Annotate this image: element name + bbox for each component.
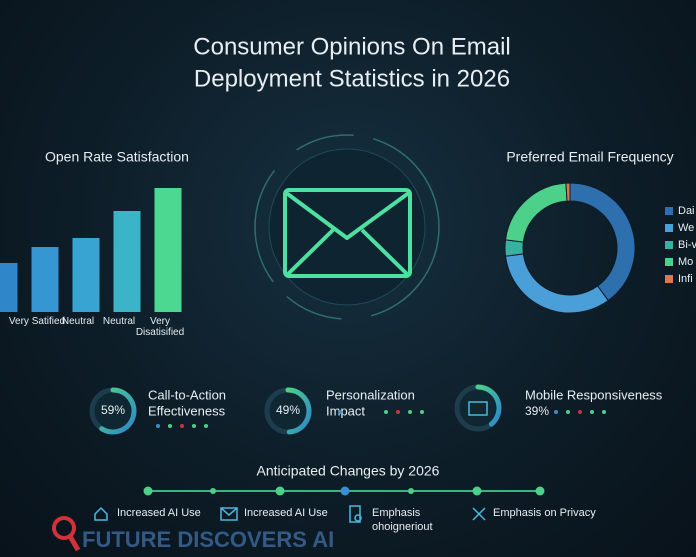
decor-dot — [566, 410, 570, 414]
donut-chart-title: Preferred Email Frequency — [506, 149, 673, 165]
legend-label: Mo — [678, 256, 693, 268]
decor-dot — [420, 410, 424, 414]
bar — [0, 263, 18, 312]
emblem-disc — [268, 148, 426, 306]
legend-swatch — [665, 258, 673, 266]
timeline-title: Anticipated Changes by 2026 — [257, 463, 440, 479]
timeline-nodes — [143, 486, 545, 496]
metric-label: Mobile Responsiveness — [525, 387, 663, 402]
decor-dot — [408, 410, 412, 414]
metric-ring — [285, 387, 312, 435]
timeline-item-label: Increased AI Use — [244, 507, 328, 519]
watermark-icon — [52, 516, 81, 552]
metric-value: 39% — [525, 404, 549, 418]
decor-dot — [590, 410, 594, 414]
bar-category-label: Very Satified — [8, 316, 66, 327]
metric-value: 59% — [101, 403, 125, 417]
bar — [72, 238, 100, 312]
title-line: Consumer Opinions On Email — [193, 33, 510, 60]
bar-category-label: Neutral — [102, 316, 136, 327]
metric-icon — [468, 401, 488, 416]
metric-label: Call-to-Action — [148, 387, 226, 402]
bar — [154, 188, 182, 312]
metric-label: Effectiveness — [148, 403, 226, 418]
envelope-icon — [283, 188, 412, 278]
timeline-icons — [94, 505, 486, 523]
metric-ring — [475, 384, 502, 427]
emblem-ring — [254, 134, 440, 320]
bar — [113, 211, 141, 312]
decor-dot — [192, 424, 196, 428]
donut-segment — [504, 253, 609, 314]
timeline-item-label: ohoigneriout — [372, 521, 433, 533]
legend-swatch — [665, 275, 673, 283]
legend-label: Dai — [678, 205, 695, 217]
donut-segment — [565, 182, 571, 202]
decor-dot — [168, 424, 172, 428]
decor-dot — [578, 410, 582, 414]
decor-dot — [602, 410, 606, 414]
legend-swatch — [665, 224, 673, 232]
donut-segment — [569, 182, 636, 302]
legend-label: Bi-v — [678, 239, 696, 251]
legend-label: Infi — [678, 273, 693, 285]
bar-category-label: Neutral — [61, 316, 95, 327]
legend-swatch — [665, 207, 673, 215]
title-line: Deployment Statistics in 2026 — [194, 65, 510, 92]
metric-value: 49% — [276, 403, 300, 417]
bar-chart-title: Open Rate Satisfaction — [45, 149, 189, 165]
metric-ring — [99, 387, 137, 435]
timeline-item-label: Emphasis — [372, 507, 421, 519]
decor-dot — [204, 424, 208, 428]
decor-dot — [156, 424, 160, 428]
bar-category-label: Very Disatisified — [135, 316, 185, 338]
legend-label: We — [678, 222, 694, 234]
timeline-item-label: Emphasis on Privacy — [493, 507, 596, 519]
watermark: FUTURE DISCOVERS AI — [82, 527, 334, 552]
bar — [31, 247, 59, 312]
metric-label: Impact — [326, 403, 365, 418]
decor-dot — [338, 410, 342, 414]
decor-dot — [554, 410, 558, 414]
timeline-item-label: Increased AI Use — [117, 507, 201, 519]
decor-dot — [180, 424, 184, 428]
decor-dot — [384, 410, 388, 414]
decor-dot — [396, 410, 400, 414]
metric-label: Personalization — [326, 387, 415, 402]
legend-swatch — [665, 241, 673, 249]
donut-segment — [504, 182, 568, 243]
donut-segment — [504, 239, 524, 257]
